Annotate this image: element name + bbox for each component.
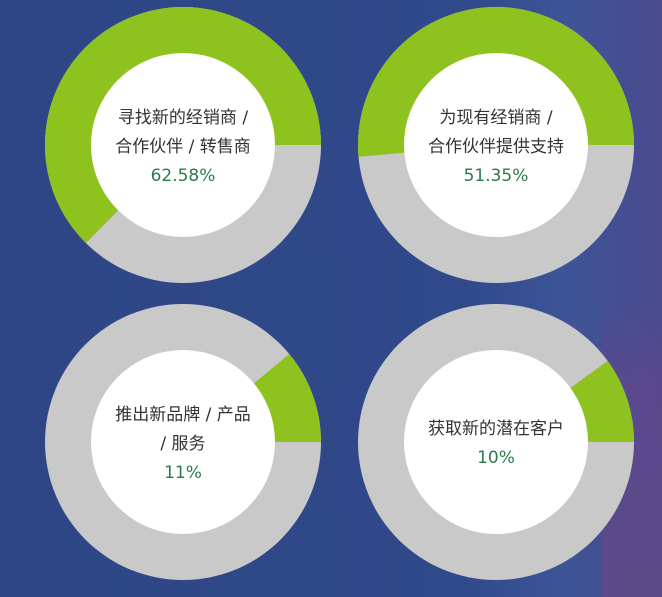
donut-label-2: 为现有经销商 / 合作伙伴提供支持 51.35%	[406, 104, 586, 191]
donut-chart-1	[44, 7, 322, 283]
category-label: 获取新的潜在客户	[428, 419, 564, 439]
value-label: 62.58%	[150, 165, 216, 186]
donut-center	[404, 350, 588, 534]
donut-chart-4	[358, 304, 634, 580]
donut-chart-2	[358, 6, 634, 283]
category-label: 合作伙伴提供支持	[428, 136, 564, 157]
value-label: 51.35%	[463, 165, 529, 186]
value-label: 10%	[477, 448, 515, 468]
donut-center	[91, 350, 275, 534]
donut-label-1: 寻找新的经销商 / 合作伙伴 / 转售商 62.58%	[93, 104, 273, 191]
donut-chart-3	[45, 304, 321, 580]
category-label: 推出新品牌 / 产品	[115, 404, 251, 425]
category-label: 为现有经销商 /	[439, 107, 553, 128]
donut-center	[91, 53, 275, 237]
category-label: / 服务	[160, 433, 206, 454]
category-label: 合作伙伴 / 转售商	[115, 136, 251, 157]
donut-center	[404, 53, 588, 237]
value-label: 11%	[164, 462, 202, 483]
donut-label-4: 获取新的潜在客户 10%	[406, 415, 586, 473]
donut-label-3: 推出新品牌 / 产品 / 服务 11%	[93, 401, 273, 488]
category-label: 寻找新的经销商 /	[117, 107, 249, 128]
